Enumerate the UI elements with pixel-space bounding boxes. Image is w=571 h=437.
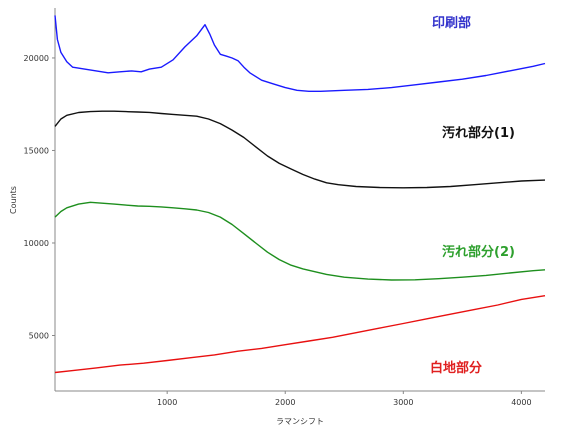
y-tick-label: 15000 (24, 146, 49, 155)
series-label-stain-2: 汚れ部分(2) (442, 244, 515, 260)
x-axis-ticks: 1000 2000 3000 4000 (157, 391, 532, 407)
x-axis-title: ラマンシフト (276, 417, 324, 426)
x-tick-label: 1000 (157, 398, 177, 407)
series-lines (54, 15, 546, 374)
series-line-stain-2 (54, 201, 546, 281)
series-line-print (54, 15, 546, 92)
x-tick-label: 4000 (511, 398, 531, 407)
y-tick-label: 10000 (24, 239, 49, 248)
series-label-white: 白地部分 (430, 360, 482, 376)
y-tick-label: 5000 (29, 331, 49, 340)
y-axis-title: Counts (9, 186, 18, 214)
y-tick-label: 20000 (24, 54, 49, 63)
y-axis-ticks: 5000 10000 15000 20000 (24, 54, 55, 340)
series-label-stain-1: 汚れ部分(1) (442, 125, 515, 141)
series-label-print: 印刷部 (432, 15, 471, 31)
x-tick-label: 3000 (393, 398, 413, 407)
x-tick-label: 2000 (275, 398, 295, 407)
series-line-stain-1 (54, 110, 546, 189)
series-line-white (54, 295, 546, 374)
